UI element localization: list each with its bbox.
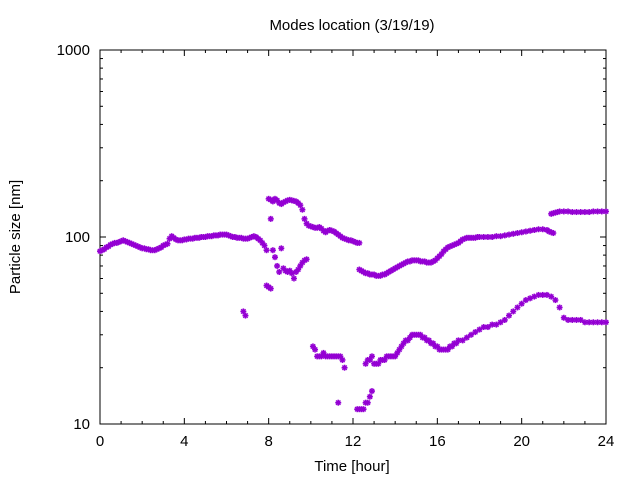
- data-point: [480, 234, 487, 240]
- data-point: [263, 247, 270, 254]
- data-point: [276, 268, 283, 275]
- x-tick-label: 4: [180, 433, 188, 450]
- x-tick-label: 8: [264, 433, 272, 450]
- data-point: [335, 399, 342, 406]
- data-point: [271, 254, 278, 261]
- data-point: [489, 234, 496, 240]
- chart-title: Modes location (3/19/19): [269, 17, 434, 34]
- data-point: [476, 234, 483, 240]
- data-point: [476, 326, 483, 333]
- data-point: [368, 353, 375, 360]
- data-point: [497, 319, 504, 326]
- data-points: [97, 195, 609, 413]
- data-point: [356, 239, 363, 246]
- data-point: [459, 337, 466, 344]
- data-point: [590, 208, 597, 215]
- data-point: [290, 275, 297, 282]
- data-point: [267, 285, 274, 292]
- data-point: [274, 262, 281, 269]
- data-point: [577, 316, 584, 323]
- data-point: [603, 208, 609, 215]
- y-axis-title: Particle size [nm]: [7, 180, 24, 294]
- data-point: [548, 293, 555, 300]
- data-point: [518, 300, 525, 307]
- data-point: [303, 256, 310, 263]
- data-point: [368, 388, 375, 395]
- data-point: [510, 308, 517, 315]
- data-point: [598, 319, 605, 326]
- data-point: [598, 208, 605, 215]
- data-point: [581, 209, 588, 216]
- data-point: [297, 202, 304, 209]
- data-point: [493, 321, 500, 328]
- data-point: [484, 324, 491, 331]
- data-point: [463, 334, 470, 341]
- data-point: [269, 247, 276, 254]
- data-point: [242, 312, 249, 319]
- data-point: [339, 356, 346, 363]
- y-tick-label: 100: [65, 229, 90, 246]
- data-point: [594, 208, 601, 215]
- y-tick-label: 10: [73, 416, 90, 433]
- y-axis: 10 100 1000: [57, 42, 606, 433]
- data-point: [594, 319, 601, 326]
- data-point: [501, 316, 508, 323]
- x-tick-label: 0: [96, 433, 104, 450]
- data-point: [506, 312, 513, 319]
- data-point: [364, 399, 371, 406]
- data-point: [278, 245, 285, 252]
- data-point: [556, 304, 563, 311]
- data-point: [468, 331, 475, 338]
- data-point: [299, 206, 306, 213]
- x-axis: 0 4 8 12 16 20 24: [96, 50, 615, 450]
- data-point: [301, 215, 308, 222]
- data-point: [366, 393, 373, 400]
- data-point: [267, 215, 274, 222]
- data-point: [312, 346, 319, 353]
- data-point: [164, 240, 171, 247]
- x-tick-label: 20: [513, 433, 530, 450]
- x-tick-label: 24: [598, 433, 615, 450]
- data-point: [603, 319, 609, 326]
- data-point: [514, 304, 521, 311]
- data-point: [360, 406, 367, 413]
- x-tick-label: 12: [345, 433, 362, 450]
- y-tick-label: 1000: [57, 42, 90, 59]
- data-point: [550, 230, 557, 237]
- data-point: [341, 364, 348, 371]
- data-point: [472, 329, 479, 336]
- data-point: [261, 242, 268, 249]
- x-axis-title: Time [hour]: [314, 458, 389, 475]
- data-point: [552, 297, 559, 304]
- x-tick-label: 16: [429, 433, 446, 450]
